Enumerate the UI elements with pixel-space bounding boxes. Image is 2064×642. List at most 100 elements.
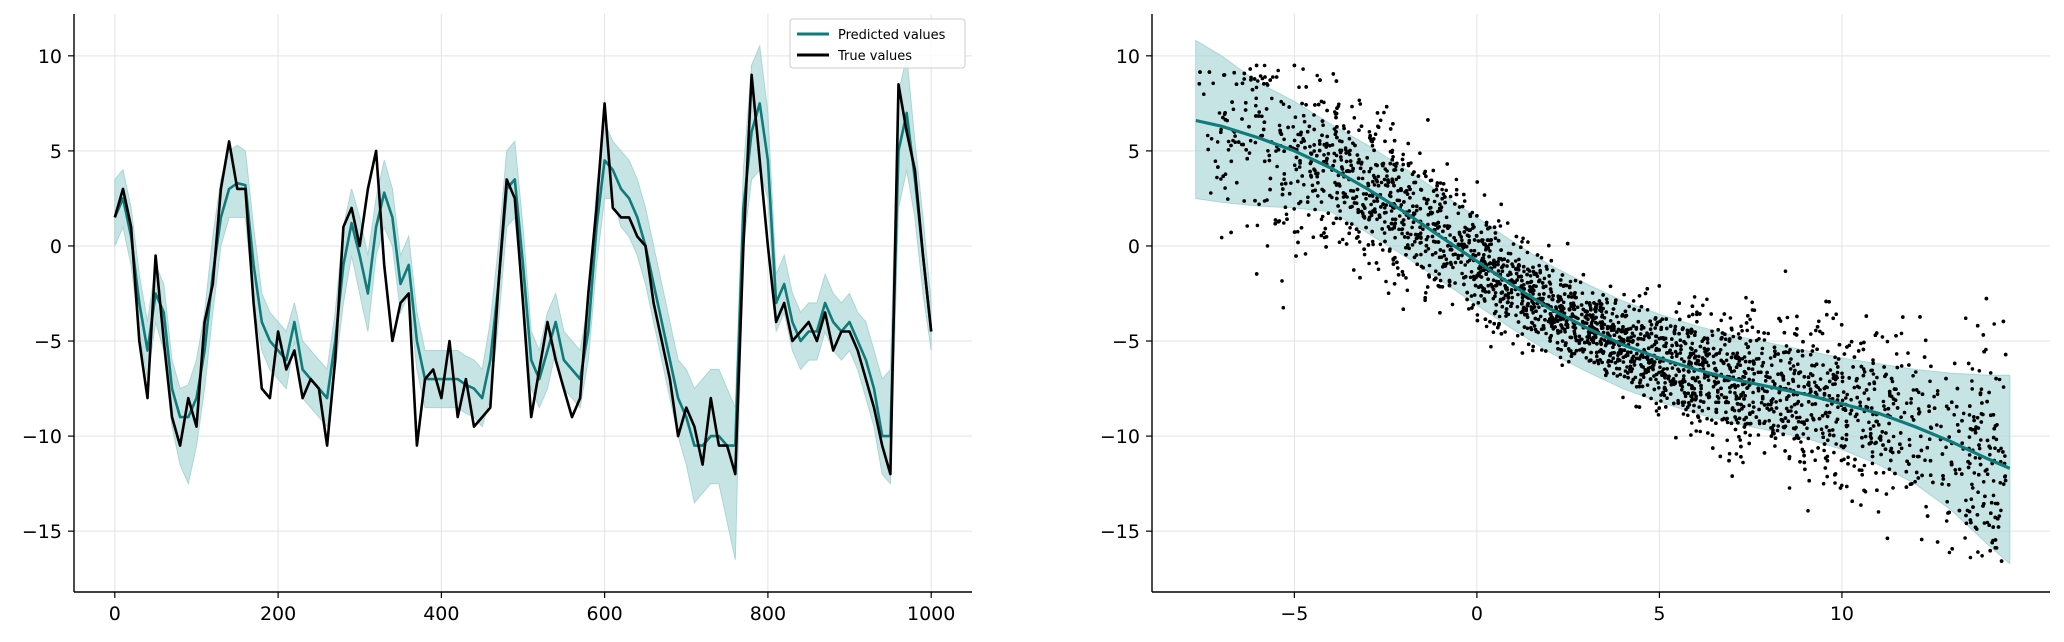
scatter-point <box>1747 377 1751 382</box>
scatter-point <box>1706 395 1711 400</box>
scatter-point <box>1383 139 1387 144</box>
scatter-point <box>1372 199 1376 204</box>
scatter-point <box>1292 207 1296 211</box>
scatter-point <box>1787 361 1792 365</box>
scatter-point <box>1894 387 1898 392</box>
scatter-point <box>1276 68 1280 73</box>
scatter-point <box>1257 110 1261 114</box>
scatter-point <box>1657 370 1661 375</box>
scatter-point <box>1546 319 1551 324</box>
scatter-point <box>1534 309 1538 314</box>
scatter-point <box>1555 314 1559 318</box>
scatter-point <box>1408 187 1412 192</box>
scatter-point <box>1999 508 2003 513</box>
scatter-point <box>1941 477 1946 481</box>
scatter-point <box>1334 115 1338 120</box>
scatter-point <box>1359 124 1364 128</box>
scatter-point <box>1331 72 1336 76</box>
scatter-point <box>1991 413 1996 417</box>
scatter-point <box>1575 305 1580 310</box>
scatter-point <box>1482 253 1486 257</box>
scatter-point <box>1566 347 1571 351</box>
scatter-point <box>1861 373 1866 378</box>
scatter-point <box>1954 404 1959 409</box>
scatter-point <box>1569 304 1573 309</box>
scatter-point <box>1381 163 1385 168</box>
scatter-point <box>1590 325 1594 329</box>
scatter-point <box>1631 338 1635 343</box>
scatter-point <box>1996 525 2001 529</box>
scatter-point <box>1292 63 1297 68</box>
scatter-point <box>1786 409 1790 414</box>
scatter-point <box>1988 452 1992 457</box>
scatter-point <box>1441 182 1446 186</box>
scatter-point <box>1879 452 1883 457</box>
scatter-point <box>1836 405 1840 410</box>
scatter-point <box>1795 433 1799 438</box>
scatter-point <box>1573 291 1577 295</box>
scatter-point <box>1957 429 1961 434</box>
scatter-point <box>1318 142 1322 146</box>
scatter-point <box>1677 331 1681 336</box>
scatter-point <box>1870 450 1875 454</box>
scatter-point <box>1480 256 1485 261</box>
scatter-point <box>1641 375 1646 380</box>
scatter-point <box>1733 427 1738 432</box>
scatter-point <box>1849 339 1854 344</box>
scatter-point <box>1607 325 1612 330</box>
scatter-point <box>1405 288 1410 293</box>
scatter-point <box>1520 351 1525 355</box>
scatter-point <box>1219 127 1223 132</box>
scatter-point <box>1368 134 1372 138</box>
scatter-point <box>1637 405 1642 409</box>
scatter-point <box>1335 190 1339 195</box>
scatter-point <box>1890 450 1895 455</box>
scatter-point <box>1207 70 1212 74</box>
scatter-point <box>1907 443 1912 448</box>
scatter-point <box>1694 349 1698 353</box>
scatter-point <box>1963 536 1967 540</box>
scatter-point <box>1841 390 1846 394</box>
scatter-point <box>1498 224 1503 228</box>
scatter-point <box>1657 386 1661 390</box>
scatter-point <box>1574 348 1579 353</box>
scatter-point <box>1525 272 1529 277</box>
scatter-point <box>1209 137 1214 141</box>
scatter-point <box>1418 231 1423 235</box>
right-y-tick-label: −5 <box>1112 331 1140 353</box>
scatter-point <box>1788 367 1793 371</box>
scatter-point <box>1649 331 1654 336</box>
scatter-point <box>1348 159 1353 163</box>
scatter-point <box>1594 303 1599 307</box>
scatter-point <box>1970 387 1974 391</box>
scatter-point <box>1340 167 1345 171</box>
scatter-point <box>1699 392 1703 397</box>
scatter-point <box>1778 412 1783 417</box>
scatter-point <box>1364 196 1368 201</box>
scatter-point <box>1231 107 1236 112</box>
scatter-point <box>1625 365 1629 369</box>
scatter-point <box>1826 349 1830 354</box>
scatter-point <box>1637 308 1642 313</box>
scatter-point <box>1754 357 1759 361</box>
scatter-point <box>1463 274 1468 279</box>
scatter-point <box>1487 254 1491 259</box>
scatter-point <box>1342 200 1347 205</box>
scatter-point <box>1734 365 1739 370</box>
scatter-point <box>1882 404 1886 408</box>
scatter-point <box>1488 319 1492 324</box>
scatter-point <box>1662 393 1667 398</box>
scatter-point <box>1862 391 1867 395</box>
scatter-point <box>1839 458 1844 463</box>
scatter-point <box>1556 299 1560 304</box>
scatter-point <box>1970 379 1974 383</box>
scatter-point <box>1642 393 1646 398</box>
scatter-point <box>1989 511 1993 515</box>
scatter-point <box>1724 417 1728 422</box>
scatter-point <box>1702 375 1707 380</box>
scatter-point <box>1295 229 1300 234</box>
scatter-point <box>1846 462 1850 466</box>
scatter-point <box>1387 249 1392 253</box>
scatter-point <box>1243 108 1248 112</box>
scatter-point <box>1672 401 1676 406</box>
